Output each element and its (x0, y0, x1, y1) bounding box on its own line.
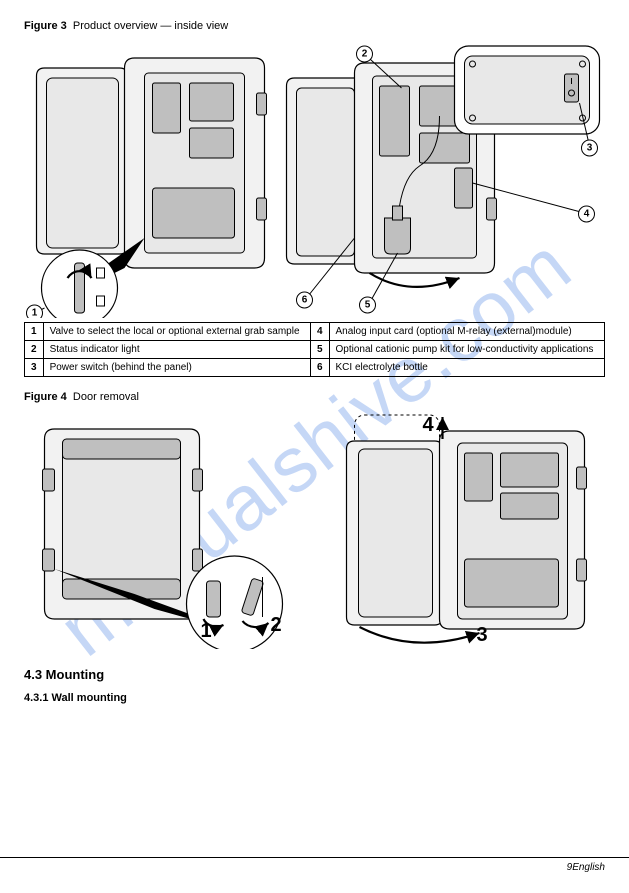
cell-desc: Power switch (behind the panel) (43, 359, 310, 377)
cell-num: 6 (310, 359, 329, 377)
svg-text:1: 1 (201, 620, 212, 642)
table-row: 3 Power switch (behind the panel) 6 KCI … (25, 359, 605, 377)
cell-desc: Optional cationic pump kit for low-condu… (329, 341, 604, 359)
svg-text:1: 1 (32, 308, 38, 319)
footer-page: 9 (567, 862, 573, 873)
figure4-title: Figure 4 Door removal (24, 391, 605, 403)
cell-num: 5 (310, 341, 329, 359)
figure4-image: 1 2 (24, 409, 605, 649)
svg-text:2: 2 (362, 49, 368, 60)
figure4-label: Figure 4 (24, 391, 67, 403)
table-row: 2 Status indicator light 5 Optional cati… (25, 341, 605, 359)
footer-lang: English (572, 862, 605, 873)
figure3-label: Figure 3 (24, 20, 67, 32)
heading-wall-mounting: 4.3.1 Wall mounting (24, 692, 605, 704)
parts-table: 1 Valve to select the local or optional … (24, 322, 605, 377)
svg-text:4: 4 (423, 414, 435, 436)
cell-desc: KCI electrolyte bottle (329, 359, 604, 377)
svg-text:3: 3 (587, 143, 593, 154)
figure4-caption: Door removal (73, 391, 139, 403)
figure3-title: Figure 3 Product overview — inside view (24, 20, 605, 32)
cell-desc: Valve to select the local or optional ex… (43, 323, 310, 341)
cell-desc: Analog input card (optional M-relay (ext… (329, 323, 604, 341)
svg-text:2: 2 (271, 614, 282, 636)
cell-desc: Status indicator light (43, 341, 310, 359)
table-row: 1 Valve to select the local or optional … (25, 323, 605, 341)
figure3-image: 1 (24, 38, 605, 318)
svg-text:6: 6 (302, 295, 308, 306)
page-content: Figure 3 Product overview — inside view (0, 0, 629, 728)
cell-num: 3 (25, 359, 44, 377)
cell-num: 4 (310, 323, 329, 341)
cell-num: 1 (25, 323, 44, 341)
svg-text:3: 3 (477, 624, 488, 646)
svg-text:5: 5 (365, 300, 371, 311)
page-footer: English 9 (0, 857, 629, 873)
figure3-caption: Product overview — inside view (73, 20, 228, 32)
heading-mounting: 4.3 Mounting (24, 667, 605, 682)
svg-text:4: 4 (584, 209, 590, 220)
cell-num: 2 (25, 341, 44, 359)
